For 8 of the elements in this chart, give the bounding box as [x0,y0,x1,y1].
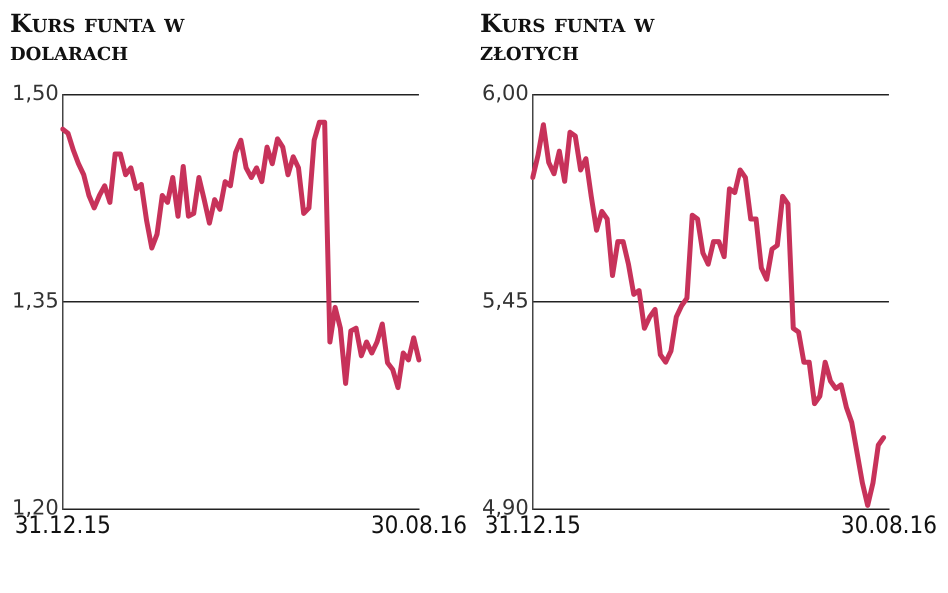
y-tick-label: 1,50 [12,81,59,106]
x-tick-label: 30.08.16 [840,510,938,539]
chart-title: Kurs funta w dolarach [10,9,186,68]
y-tick-label: 1,35 [12,288,59,312]
chart-title: Kurs funta w złotych [480,9,656,68]
y-tick-label: 5,45 [482,288,529,312]
x-tick-label: 30.08.16 [370,510,468,539]
y-tick-label: 6,00 [482,81,529,106]
